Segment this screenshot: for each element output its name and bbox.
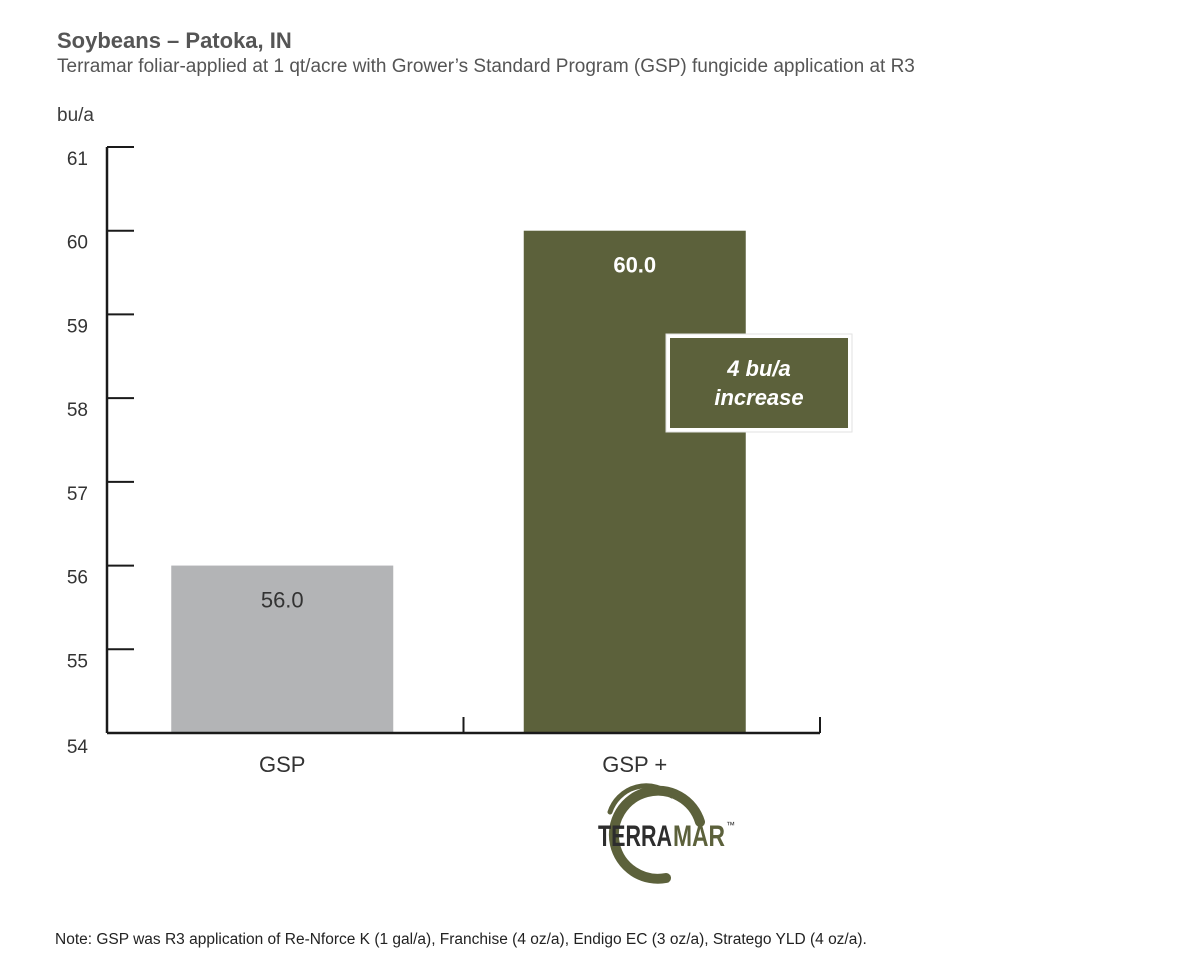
y-tick-label: 57 (67, 484, 88, 505)
logo-trademark: ™ (726, 820, 735, 830)
footnote: Note: GSP was R3 application of Re-Nforc… (55, 931, 867, 948)
y-tick-label: 56 (67, 568, 88, 589)
callout-line-1: 4 bu/a (726, 356, 791, 381)
callout-line-2: increase (714, 385, 803, 410)
callout-box (670, 338, 848, 428)
bars-layer (171, 230, 746, 733)
logo-word-right: MAR (673, 820, 725, 853)
increase-callout: 4 bu/a increase (665, 333, 853, 433)
logo-ring (608, 785, 705, 884)
terramar-logo: TERRA MAR ™ (598, 783, 735, 884)
y-tick-label: 59 (67, 316, 88, 337)
y-tick-label: 58 (67, 400, 88, 421)
bar-value-label: 56.0 (261, 588, 304, 613)
bar-value-label: 60.0 (613, 253, 656, 278)
y-tick-label: 54 (67, 737, 89, 758)
bar-2 (523, 230, 746, 733)
logo-word-left: TERRA (598, 820, 672, 853)
labels-layer: 54 55 56 57 58 59 60 61 56.0 GSP 60.0 GSP + (67, 149, 667, 777)
chart-subtitle: Terramar foliar-applied at 1 qt/acre wit… (57, 56, 915, 77)
x-category-label: GSP + (602, 752, 667, 777)
x-category-label: GSP (259, 752, 305, 777)
y-axis-unit-label: bu/a (57, 105, 94, 126)
y-tick-label: 55 (67, 651, 88, 672)
y-tick-label: 60 (67, 233, 88, 254)
logo-ring-inner (607, 783, 675, 815)
axes-layer (105, 146, 821, 735)
y-tick-label: 61 (67, 149, 88, 170)
bar-1 (171, 565, 394, 733)
chart-title: Soybeans – Patoka, IN (57, 28, 292, 53)
